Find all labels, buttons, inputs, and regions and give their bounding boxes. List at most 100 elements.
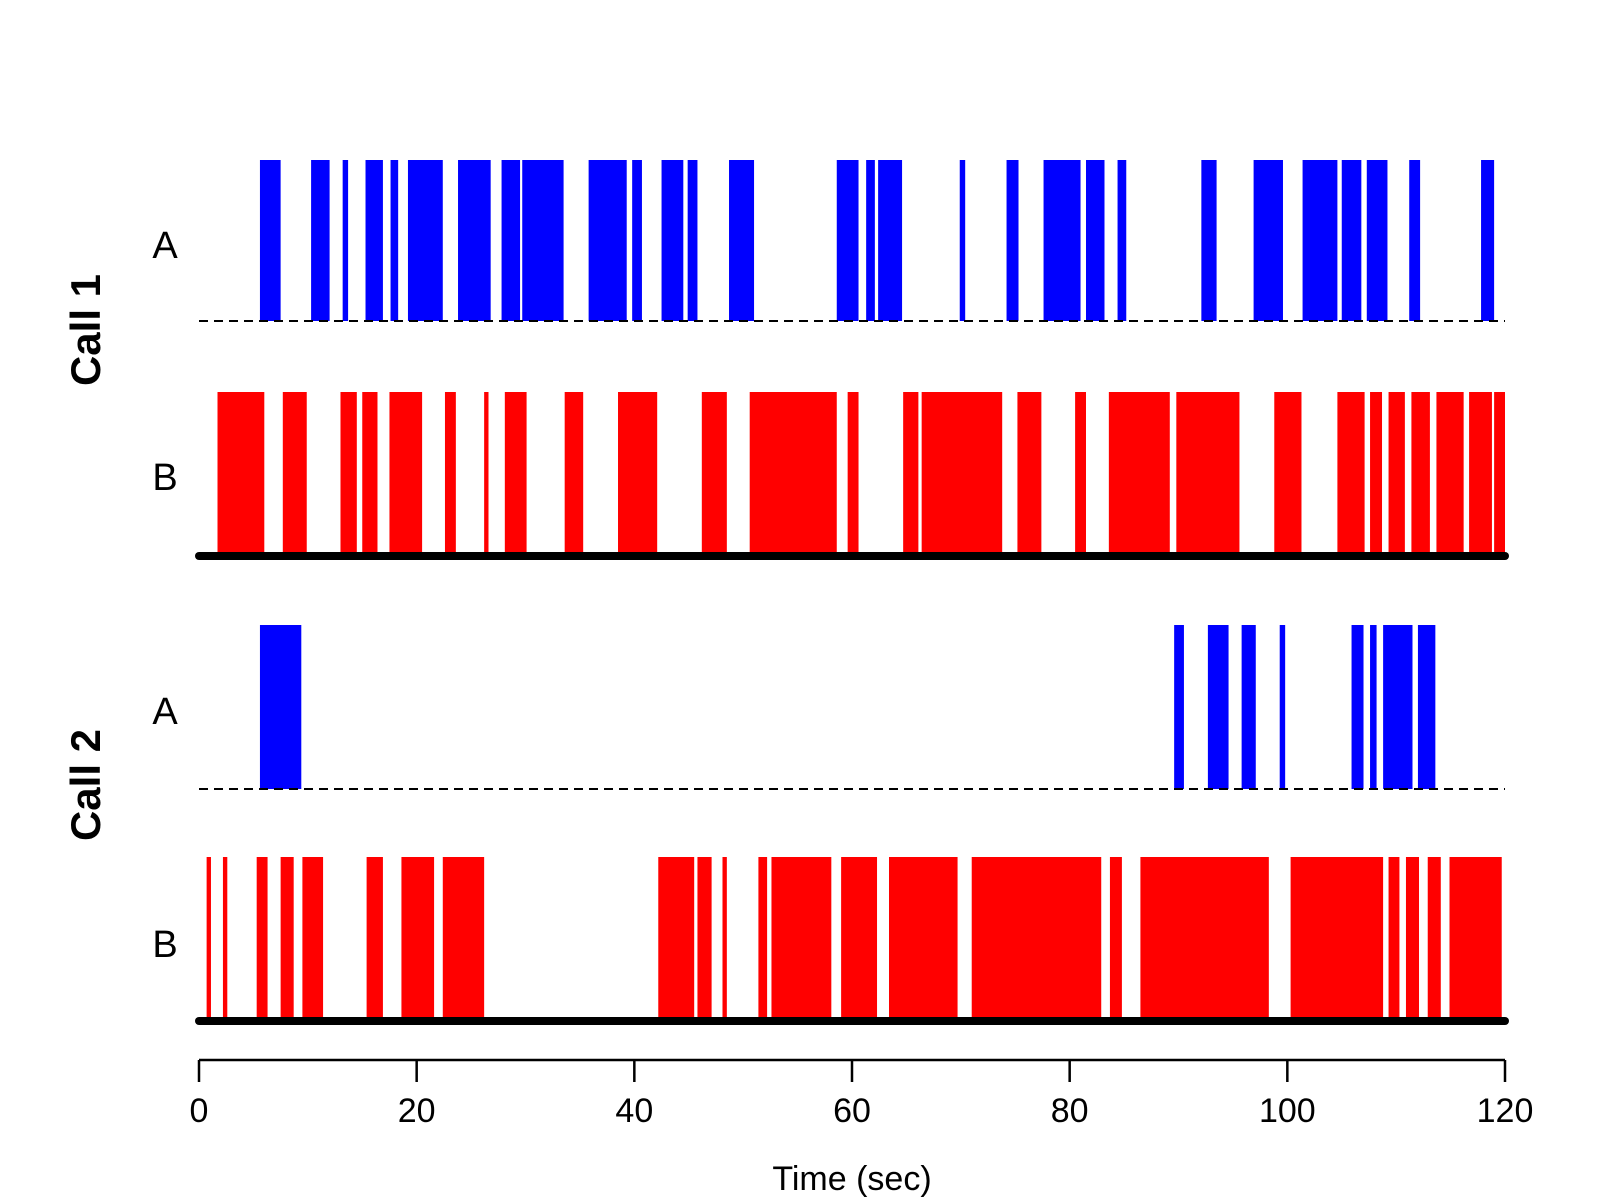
- talk-segment-a: [1253, 160, 1283, 321]
- x-tick-label: 0: [190, 1092, 209, 1130]
- talk-segment-a: [259, 625, 302, 789]
- talk-segment-a: [311, 160, 330, 321]
- talk-segment-b: [282, 392, 307, 556]
- x-tick-label: 40: [615, 1092, 653, 1130]
- talk-segment-b: [256, 857, 268, 1021]
- talk-segment-b: [971, 857, 1102, 1021]
- talk-segment-a: [661, 160, 684, 321]
- talk-segment-a: [501, 160, 521, 321]
- x-tick-label: 60: [833, 1092, 871, 1130]
- talk-segment-b: [280, 857, 294, 1021]
- talk-segment-b: [921, 392, 1003, 556]
- talk-segment-b: [618, 392, 658, 556]
- x-tick-label: 80: [1051, 1092, 1089, 1130]
- talk-segment-b: [504, 392, 527, 556]
- talk-segment-b: [362, 392, 378, 556]
- talk-segment-b: [697, 857, 712, 1021]
- talk-segment-b: [1017, 392, 1042, 556]
- talk-segment-a: [1409, 160, 1421, 321]
- talk-segment-a: [342, 160, 349, 321]
- talk-segment-a: [687, 160, 698, 321]
- talk-segment-a: [1302, 160, 1338, 321]
- track-label-a: A: [152, 691, 178, 733]
- talk-segment-a: [390, 160, 399, 321]
- talk-segment-b: [1274, 392, 1302, 556]
- x-tick-label: 120: [1477, 1092, 1534, 1130]
- talk-segment-b: [1388, 857, 1400, 1021]
- talk-segment-a: [588, 160, 627, 321]
- talk-segment-b: [1449, 857, 1502, 1021]
- talk-segment-b: [564, 392, 584, 556]
- talk-segment-a: [1085, 160, 1105, 321]
- talk-segment-a: [1366, 160, 1388, 321]
- talk-segment-b: [1436, 392, 1464, 556]
- talk-segment-b: [389, 392, 423, 556]
- track-label-b: B: [152, 924, 177, 966]
- talk-segment-b: [758, 857, 768, 1021]
- x-tick-label: 100: [1259, 1092, 1316, 1130]
- talk-segment-a: [365, 160, 383, 321]
- talk-segment-b: [847, 392, 859, 556]
- talk-segment-b: [217, 392, 265, 556]
- talk-segment-b: [889, 857, 958, 1021]
- track-label-b: B: [152, 457, 177, 499]
- talk-segment-a: [1117, 160, 1127, 321]
- talk-segment-b: [484, 392, 489, 556]
- x-axis-title: Time (sec): [772, 1160, 931, 1198]
- talk-segment-b: [1388, 392, 1405, 556]
- talk-segment-b: [1405, 857, 1420, 1021]
- talk-segment-b: [1108, 392, 1170, 556]
- x-tick-label: 20: [398, 1092, 436, 1130]
- talk-segment-b: [771, 857, 832, 1021]
- talk-segment-b: [1176, 392, 1240, 556]
- talk-segment-a: [729, 160, 755, 321]
- talk-segment-b: [1370, 392, 1383, 556]
- talk-segment-a: [1351, 625, 1364, 789]
- talk-segment-a: [866, 160, 875, 321]
- panel-2: Call 2 A B: [62, 625, 1509, 1025]
- talk-segment-b: [749, 392, 837, 556]
- talk-segment-a: [1341, 160, 1362, 321]
- panel-label: Call 2: [62, 729, 109, 841]
- talk-segment-b: [340, 392, 357, 556]
- talk-segment-a: [1481, 160, 1495, 321]
- talk-segment-b: [701, 392, 727, 556]
- talk-segment-b: [302, 857, 324, 1021]
- talk-segment-a: [259, 160, 281, 321]
- talk-segment-b: [222, 857, 228, 1021]
- talk-segment-b: [444, 392, 456, 556]
- talk-segment-a: [1201, 160, 1217, 321]
- talk-segment-a: [959, 160, 966, 321]
- talk-segment-a: [1417, 625, 1436, 789]
- talk-segment-b: [366, 857, 383, 1021]
- talk-segment-b: [442, 857, 485, 1021]
- talk-segment-a: [1241, 625, 1256, 789]
- talk-segment-a: [1043, 160, 1081, 321]
- track-label-a: A: [152, 225, 178, 267]
- panel-label: Call 1: [62, 274, 109, 386]
- talk-segment-a: [458, 160, 491, 321]
- talk-segment-a: [522, 160, 564, 321]
- talk-segment-b: [658, 857, 695, 1021]
- talk-segment-b: [1494, 392, 1505, 556]
- talk-segment-b: [206, 857, 211, 1021]
- talk-segment-a: [1207, 625, 1229, 789]
- talk-segment-a: [1370, 625, 1377, 789]
- talk-segment-a: [878, 160, 903, 321]
- talk-segment-a: [407, 160, 443, 321]
- talk-segment-a: [1279, 625, 1286, 789]
- talk-segment-b: [401, 857, 435, 1021]
- talk-segment-a: [1174, 625, 1184, 789]
- talk-segment-a: [1383, 625, 1413, 789]
- x-axis: 0 20 40 60 80 100 120: [190, 1058, 1534, 1130]
- talk-segment-b: [1290, 857, 1384, 1021]
- talk-segment-b: [1469, 392, 1492, 556]
- talk-segment-b: [1427, 857, 1441, 1021]
- talk-segment-b: [1337, 392, 1365, 556]
- talk-segment-b: [903, 392, 919, 556]
- talk-segment-b: [722, 857, 727, 1021]
- talk-segment-b: [1140, 857, 1269, 1021]
- talk-segment-a: [1006, 160, 1019, 321]
- talk-segment-b: [1411, 392, 1430, 556]
